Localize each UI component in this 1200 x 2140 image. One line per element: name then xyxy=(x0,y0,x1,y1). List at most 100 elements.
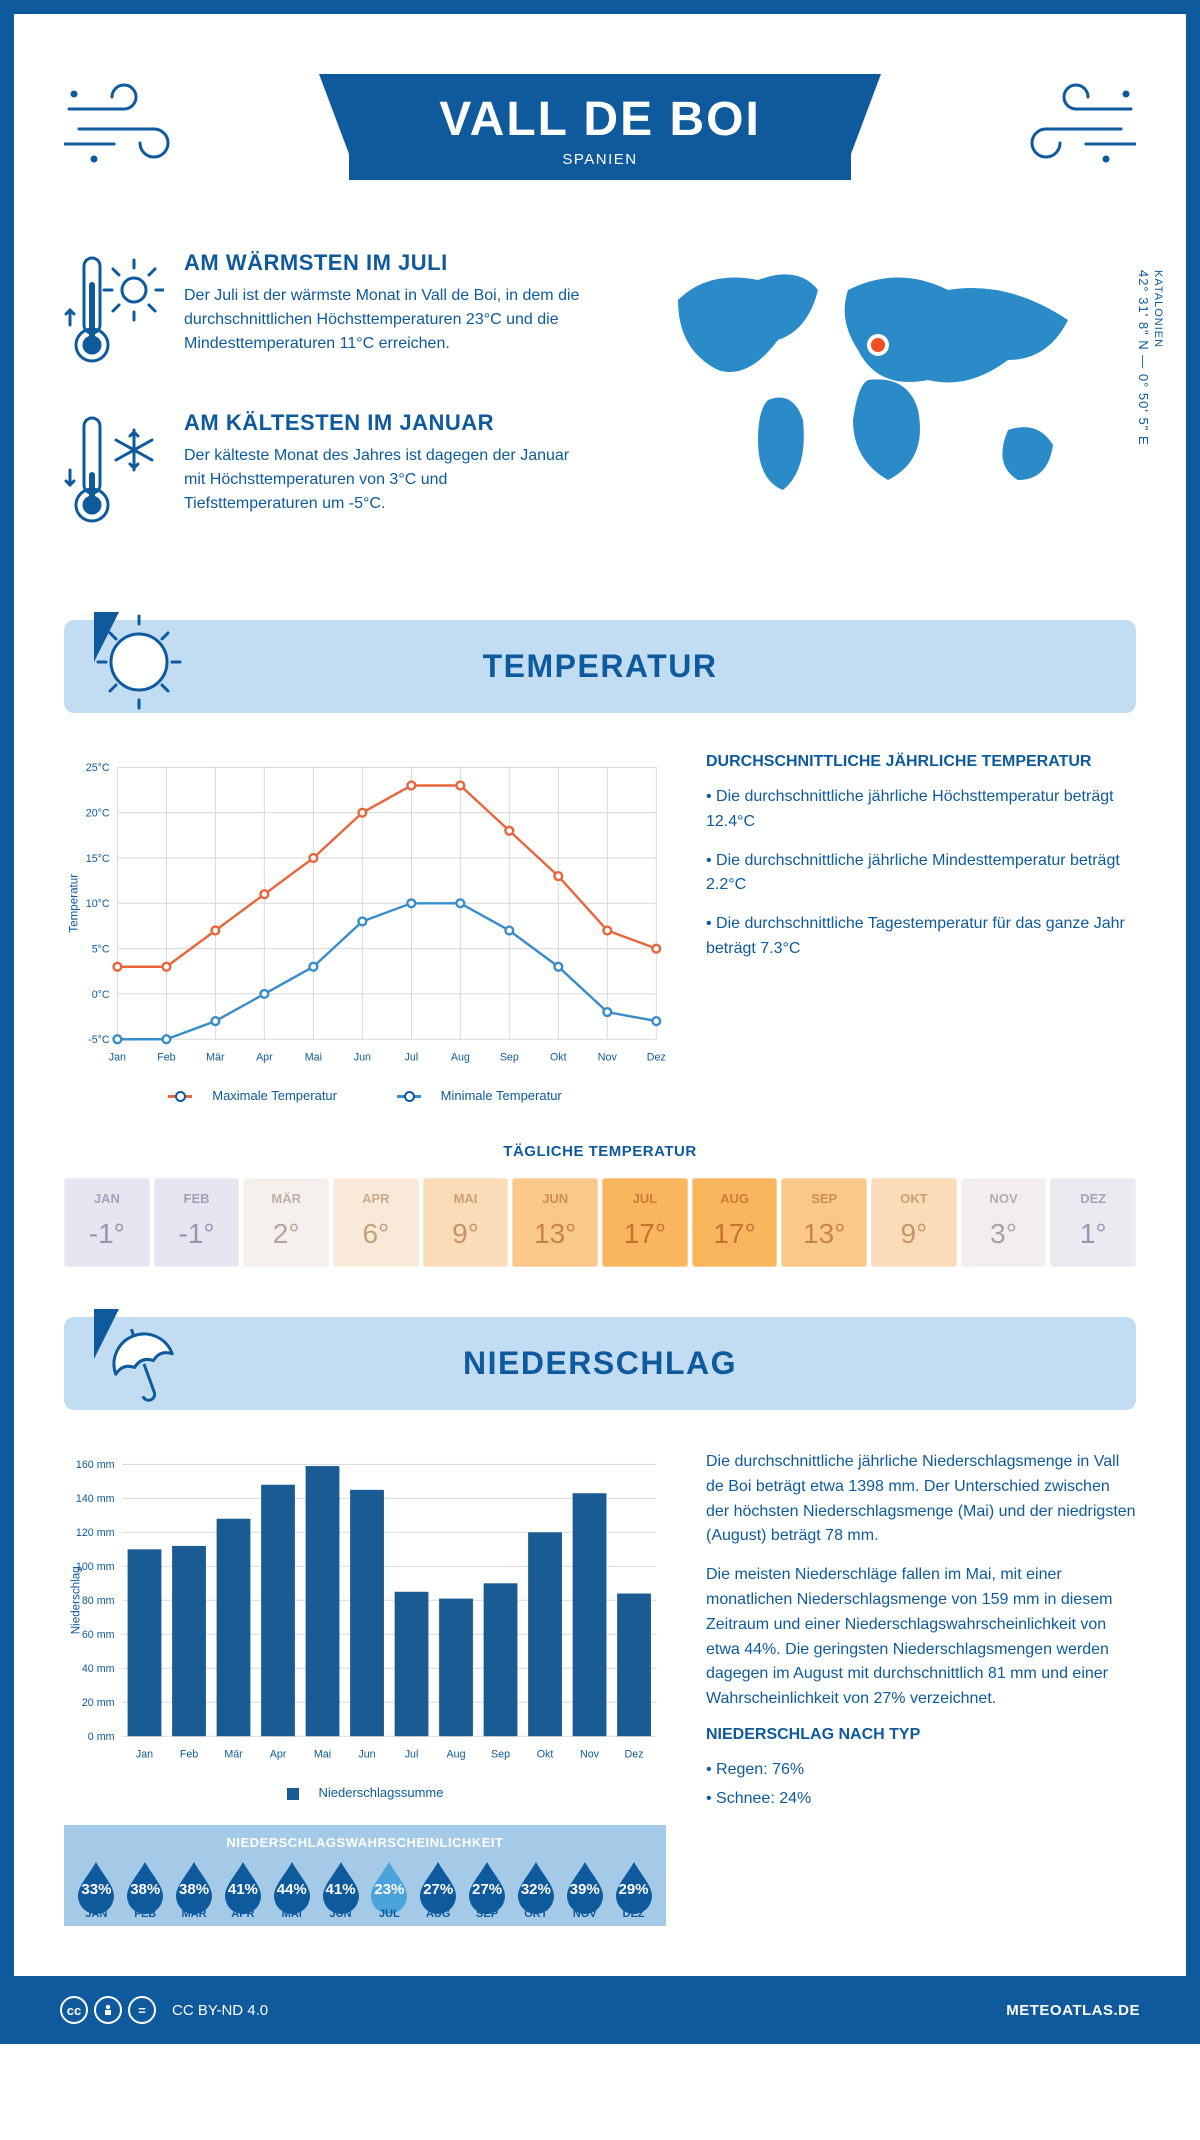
precipitation-section-header: NIEDERSCHLAG xyxy=(64,1317,1136,1410)
cell-month: JAN xyxy=(65,1191,149,1206)
drop-percent: 44% xyxy=(270,1881,314,1898)
daily-temp-cell: OKT9° xyxy=(871,1178,957,1267)
rain-drop: 38%FEB xyxy=(123,1858,167,1920)
drop-percent: 23% xyxy=(367,1881,411,1898)
svg-text:140 mm: 140 mm xyxy=(76,1493,115,1505)
rain-drop: 23%JUL xyxy=(367,1858,411,1920)
legend-min: Minimale Temperatur xyxy=(441,1088,562,1103)
svg-text:80 mm: 80 mm xyxy=(82,1595,115,1607)
precipitation-chart-row: 0 mm20 mm40 mm60 mm80 mm100 mm120 mm140 … xyxy=(64,1450,1136,1926)
title-banner: VALL DE BOI SPANIEN xyxy=(349,74,851,180)
svg-text:Jan: Jan xyxy=(109,1052,126,1064)
license-text: CC BY-ND 4.0 xyxy=(172,2002,268,2019)
coordinates: KATALONIEN 42° 31' 8" N — 0° 50' 5" E xyxy=(1136,270,1166,446)
precip-type-snow: • Schnee: 24% xyxy=(706,1787,1136,1812)
warmest-block: AM WÄRMSTEN IM JULI Der Juli ist der wär… xyxy=(64,250,580,375)
svg-text:Jul: Jul xyxy=(405,1052,419,1064)
cell-value: 17° xyxy=(693,1218,777,1250)
wind-icon xyxy=(996,74,1136,174)
svg-text:Jul: Jul xyxy=(405,1749,419,1761)
precip-type-rain: • Regen: 76% xyxy=(706,1758,1136,1783)
rain-probability: NIEDERSCHLAGSWAHRSCHEINLICHKEIT 33%JAN38… xyxy=(64,1825,666,1926)
thermometer-hot-icon xyxy=(64,250,164,375)
cell-month: AUG xyxy=(693,1191,777,1206)
daily-temp-cell: MAI 9° xyxy=(423,1178,509,1267)
svg-text:Okt: Okt xyxy=(537,1749,554,1761)
cell-month: FEB xyxy=(155,1191,239,1206)
precip-p2: Die meisten Niederschläge fallen im Mai,… xyxy=(706,1563,1136,1712)
cell-month: JUL xyxy=(603,1191,687,1206)
temp-bullet: • Die durchschnittliche jährliche Höchst… xyxy=(706,785,1136,835)
daily-temp-cell: MÄR 2° xyxy=(243,1178,329,1267)
coldest-title: AM KÄLTESTEN IM JANUAR xyxy=(184,410,580,436)
coldest-block: AM KÄLTESTEN IM JANUAR Der kälteste Mona… xyxy=(64,410,580,535)
svg-text:10°C: 10°C xyxy=(86,898,110,910)
precip-p1: Die durchschnittliche jährliche Niedersc… xyxy=(706,1450,1136,1549)
thermometer-cold-icon xyxy=(64,410,164,535)
svg-text:Apr: Apr xyxy=(256,1052,273,1064)
rain-drop: 39%NOV xyxy=(563,1858,607,1920)
cell-month: MAI xyxy=(424,1191,508,1206)
svg-text:Mär: Mär xyxy=(224,1749,243,1761)
temperature-title: TEMPERATUR xyxy=(64,648,1136,685)
svg-text:15°C: 15°C xyxy=(86,853,110,865)
rain-prob-heading: NIEDERSCHLAGSWAHRSCHEINLICHKEIT xyxy=(64,1835,666,1850)
cell-value: -1° xyxy=(65,1218,149,1250)
drop-percent: 38% xyxy=(172,1881,216,1898)
world-map: KATALONIEN 42° 31' 8" N — 0° 50' 5" E xyxy=(620,250,1136,570)
svg-text:20 mm: 20 mm xyxy=(82,1697,115,1709)
svg-text:Sep: Sep xyxy=(500,1052,519,1064)
rain-drop: 27%SEP xyxy=(465,1858,509,1920)
cell-value: 2° xyxy=(244,1218,328,1250)
cell-value: 13° xyxy=(513,1218,597,1250)
daily-temp-cell: SEP13° xyxy=(781,1178,867,1267)
drop-percent: 27% xyxy=(465,1881,509,1898)
daily-temp-cell: APR 6° xyxy=(333,1178,419,1267)
svg-text:60 mm: 60 mm xyxy=(82,1629,115,1641)
rain-drop: 32%OKT xyxy=(514,1858,558,1920)
svg-text:Dez: Dez xyxy=(625,1749,644,1761)
cell-value: 17° xyxy=(603,1218,687,1250)
intro-section: AM WÄRMSTEN IM JULI Der Juli ist der wär… xyxy=(64,250,1136,570)
region-label: KATALONIEN xyxy=(1152,270,1164,348)
cell-month: APR xyxy=(334,1191,418,1206)
sun-icon xyxy=(94,612,184,717)
wind-icon xyxy=(64,74,204,174)
cell-value: 9° xyxy=(424,1218,508,1250)
cell-month: SEP xyxy=(782,1191,866,1206)
precipitation-description: Die durchschnittliche jährliche Niedersc… xyxy=(706,1450,1136,1926)
svg-text:120 mm: 120 mm xyxy=(76,1527,115,1539)
daily-temp-cell: DEZ1° xyxy=(1050,1178,1136,1267)
nd-icon: = xyxy=(128,1996,156,2024)
warmest-title: AM WÄRMSTEN IM JULI xyxy=(184,250,580,276)
rain-drop: 41%JUN xyxy=(319,1858,363,1920)
cell-value: -1° xyxy=(155,1218,239,1250)
drop-percent: 41% xyxy=(319,1881,363,1898)
cell-month: MÄR xyxy=(244,1191,328,1206)
warmest-text: Der Juli ist der wärmste Monat in Vall d… xyxy=(184,284,580,356)
rain-drop: 29%DEZ xyxy=(612,1858,656,1920)
temperature-description: DURCHSCHNITTLICHE JÄHRLICHE TEMPERATUR •… xyxy=(706,753,1136,1103)
daily-temp-grid: JAN-1°FEB-1°MÄR2°APR6°MAI9°JUN13°JUL17°A… xyxy=(64,1178,1136,1267)
cell-value: 6° xyxy=(334,1218,418,1250)
svg-text:5°C: 5°C xyxy=(92,943,110,955)
daily-temp-cell: FEB -1° xyxy=(154,1178,240,1267)
daily-temp-heading: TÄGLICHE TEMPERATUR xyxy=(64,1143,1136,1160)
svg-text:Nov: Nov xyxy=(580,1749,600,1761)
header: VALL DE BOI SPANIEN xyxy=(64,54,1136,220)
svg-text:Sep: Sep xyxy=(491,1749,510,1761)
svg-text:Mär: Mär xyxy=(206,1052,225,1064)
svg-text:Mai: Mai xyxy=(305,1052,322,1064)
svg-text:Okt: Okt xyxy=(550,1052,567,1064)
cell-value: 9° xyxy=(872,1218,956,1250)
svg-text:25°C: 25°C xyxy=(86,762,110,774)
by-icon xyxy=(94,1996,122,2024)
svg-text:-5°C: -5°C xyxy=(88,1034,110,1046)
umbrella-icon xyxy=(94,1309,184,1414)
rain-drop: 41%APR xyxy=(221,1858,265,1920)
svg-text:Jun: Jun xyxy=(358,1749,375,1761)
svg-text:Feb: Feb xyxy=(180,1749,198,1761)
daily-temp-cell: JUN13° xyxy=(512,1178,598,1267)
footer: cc = CC BY-ND 4.0 METEOATLAS.DE xyxy=(0,1976,1200,2044)
daily-temp-cell: JAN -1° xyxy=(64,1178,150,1267)
